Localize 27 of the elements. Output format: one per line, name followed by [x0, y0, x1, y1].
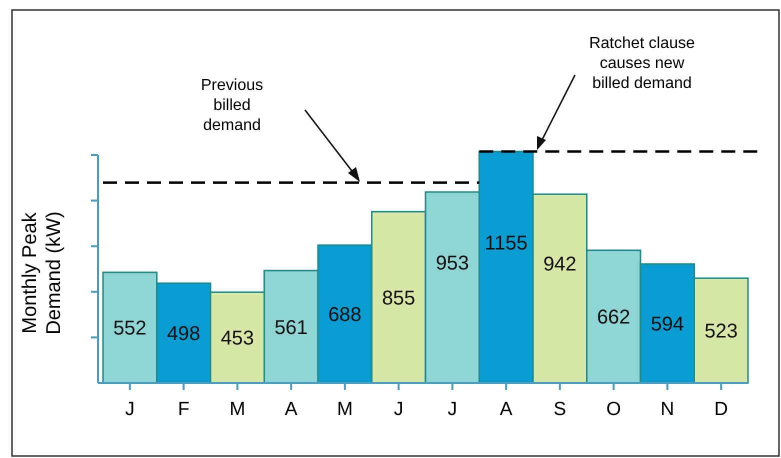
y-axis-title: Monthly Peak Demand (kW) [19, 211, 65, 335]
x-tick-label: F [178, 399, 190, 420]
text: Ratchet clause causes new billed demand [589, 35, 696, 92]
x-tick-label: N [660, 399, 674, 420]
x-tick-label: J [394, 399, 404, 420]
text: Previous billed demand [200, 77, 264, 134]
x-tick-label: S [554, 399, 566, 420]
x-tick-label: A [284, 399, 298, 420]
data-label: 552 [113, 318, 147, 340]
x-tick-label: M [336, 399, 353, 420]
data-label: 688 [328, 304, 362, 326]
x-tick-label: O [606, 399, 622, 420]
x-tick-label: J [448, 399, 458, 420]
x-tick-label: J [125, 399, 135, 420]
x-tick-label: M [229, 399, 246, 420]
x-tick-label: A [500, 399, 513, 420]
data-label: 453 [220, 328, 254, 350]
data-label: 942 [543, 254, 577, 276]
data-label: 953 [436, 252, 470, 274]
data-label: 594 [650, 313, 684, 336]
x-tick-label: D [714, 399, 728, 420]
data-label: 523 [704, 320, 738, 343]
data-label: 498 [166, 323, 200, 346]
data-label: 1155 [484, 232, 528, 254]
data-label: 855 [382, 287, 416, 310]
data-label: 662 [596, 306, 630, 329]
data-label: 561 [274, 316, 308, 339]
